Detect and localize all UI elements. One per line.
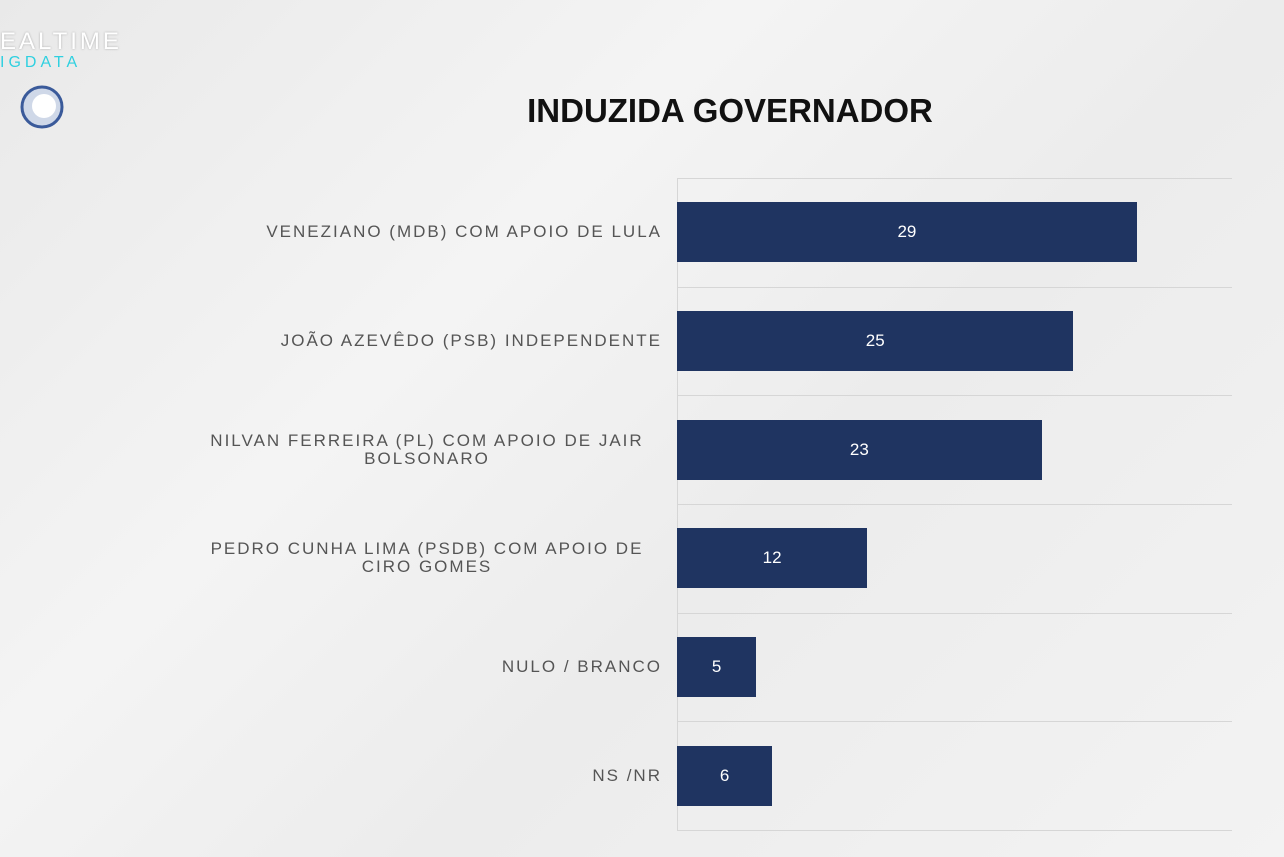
value-label: 23 [849,439,869,459]
separator-line [677,178,1232,179]
value-label: 6 [719,765,730,785]
separator-line [677,830,1232,831]
category-wrap: NILVAN FERREIRA (PL) COM APOIO DE JAIR B… [192,430,662,470]
category-label: JOÃO AZEVÊDO (PSB) INDEPENDENTE [280,331,662,350]
category-wrap: PEDRO CUNHA LIMA (PSDB) COM APOIO DE CIR… [192,538,662,578]
value-label: 25 [865,331,885,350]
category-label: VENEZIANO (MDB) COM APOIO DE LULA [266,222,662,242]
separator-line [677,721,1232,723]
value-label: 29 [897,222,917,242]
chart-title: INDUZIDA GOVERNADOR [527,92,933,129]
value-label: 12 [762,548,782,568]
bar [677,637,757,697]
separator-line [677,504,1232,505]
category-label: PEDRO CUNHA LIMA (PSDB) COM APOIO DE CIR… [210,539,644,577]
separator-line [677,395,1232,397]
value-label: 5 [711,657,722,676]
bar [677,419,1042,480]
separator-line [677,612,1232,614]
category-wrap: VENEZIANO (MDB) COM APOIO DE LULA [192,212,662,252]
bar [677,202,1137,263]
category-wrap: NS /NR [192,756,662,796]
separator-line [677,286,1232,288]
category-wrap: JOÃO AZEVÊDO (PSB) INDEPENDENTE [192,321,662,361]
bar [677,311,1074,371]
bar [677,745,773,806]
logo-subtext: IGDATA [0,54,82,71]
category-label: NS /NR [592,765,662,785]
bar [677,528,868,589]
logo-text: EALTIME [0,28,122,55]
logo-icon [20,85,64,129]
category-label: NILVAN FERREIRA (PL) COM APOIO DE JAIR B… [210,430,644,468]
category-wrap: NULO / BRANCO [192,647,662,687]
category-label: NULO / BRANCO [501,657,662,676]
